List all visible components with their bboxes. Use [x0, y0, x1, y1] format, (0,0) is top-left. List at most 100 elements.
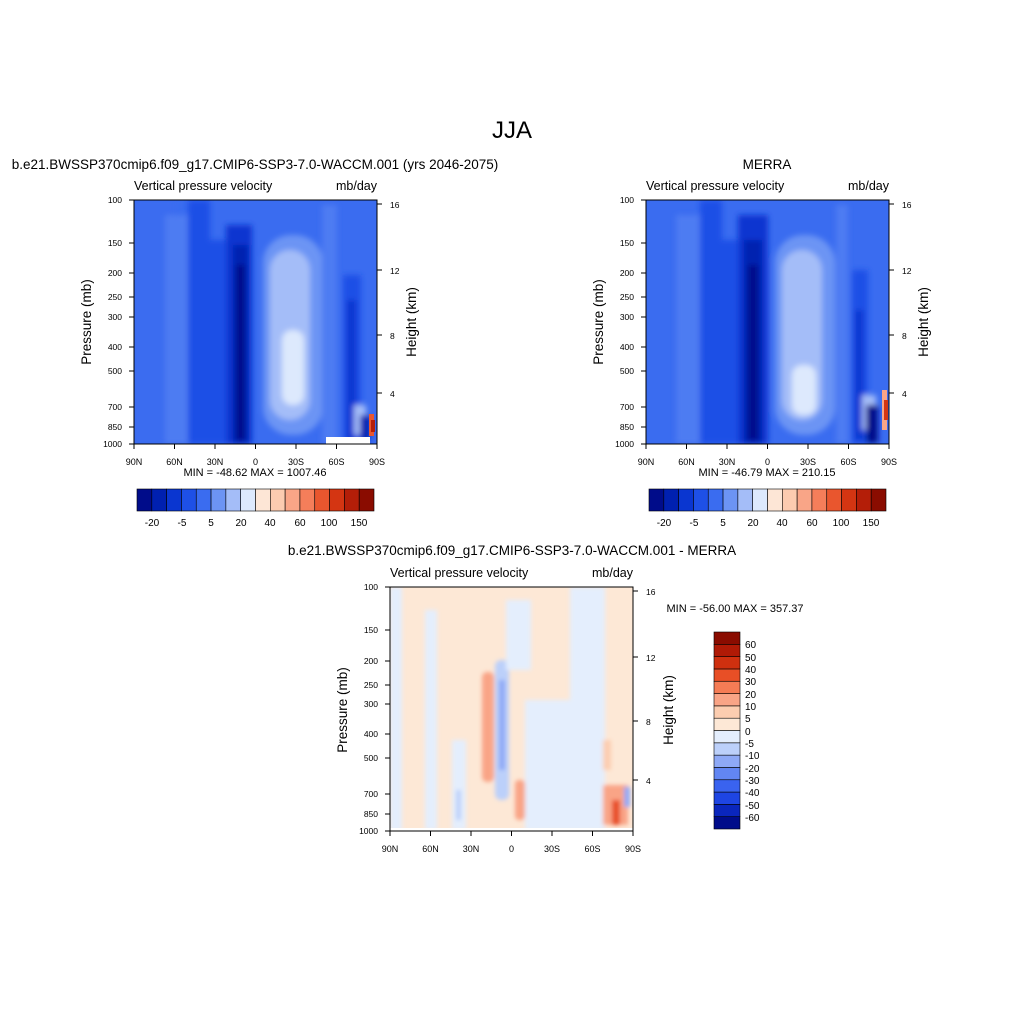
x-tick-label: 90S — [881, 457, 897, 467]
colorbar-swatch — [811, 488, 828, 512]
panel-difference: b.e21.BWSSP370cmip6.f09_g17.CMIP6-SSP3-7… — [288, 543, 804, 854]
y-tick-label: 100 — [620, 195, 634, 205]
colorbar-swatch — [713, 644, 741, 657]
y-ticks — [641, 199, 646, 445]
colorbar-label: -10 — [745, 751, 760, 762]
y2-axis-label: Height (km) — [404, 287, 419, 357]
y-tick-label: 250 — [364, 680, 378, 690]
colorbar-swatch — [136, 488, 153, 512]
colorbar-swatch — [358, 488, 375, 512]
colorbar-swatch — [299, 488, 316, 512]
y2-tick-label: 16 — [390, 200, 400, 210]
x-tick-label: 30N — [207, 457, 224, 467]
colorbar-label: -50 — [745, 801, 760, 812]
colorbar-label: -60 — [745, 813, 760, 824]
colorbar-label: 40 — [745, 665, 757, 676]
x-tick-label: 30S — [288, 457, 304, 467]
y-tick-label: 400 — [364, 729, 378, 739]
x-tick-label: 30S — [544, 844, 560, 854]
panel-title: MERRA — [743, 157, 792, 172]
x-ticks — [133, 444, 378, 449]
right-string: mb/day — [592, 566, 634, 580]
y2-ticks — [377, 203, 382, 394]
min-max-stats: MIN = -46.79 MAX = 210.15 — [699, 467, 836, 479]
colorbar-swatch — [240, 488, 256, 512]
colorbar-swatch — [225, 488, 241, 512]
colorbar-label: 5 — [745, 714, 751, 725]
colorbar-swatch — [210, 488, 227, 512]
y-tick-label: 300 — [108, 312, 122, 322]
colorbar-label: -5 — [690, 518, 699, 529]
colorbar-label: 100 — [321, 518, 338, 529]
axes-frame — [385, 586, 638, 836]
y-ticks — [129, 199, 134, 445]
y2-axis-label: Height (km) — [661, 675, 676, 745]
x-tick-label: 0 — [253, 457, 258, 467]
colorbar-label: 60 — [806, 518, 818, 529]
y-tick-label: 500 — [620, 366, 634, 376]
axes-frame — [641, 199, 894, 449]
x-ticks — [389, 831, 634, 836]
x-tick-label: 30S — [800, 457, 816, 467]
x-tick-label: 60N — [422, 844, 439, 854]
colorbar-swatch — [856, 488, 872, 512]
y2-ticks — [633, 590, 638, 781]
y-axis-label: Pressure (mb) — [335, 667, 350, 753]
y-tick-label: 700 — [620, 402, 634, 412]
y2-ticks — [889, 203, 894, 394]
right-string: mb/day — [336, 179, 378, 193]
x-tick-label: 60S — [328, 457, 344, 467]
y2-tick-label: 4 — [390, 389, 395, 399]
y-tick-label: 150 — [620, 238, 634, 248]
left-string: Vertical pressure velocity — [646, 179, 785, 193]
colorbar-swatch — [181, 488, 197, 512]
y-tick-label: 500 — [108, 366, 122, 376]
colorbar-swatch — [826, 488, 842, 512]
colorbar-swatch — [713, 791, 741, 805]
left-string: Vertical pressure velocity — [390, 566, 529, 580]
colorbar — [136, 488, 375, 512]
x-tick-label: 0 — [765, 457, 770, 467]
colorbar-label: 30 — [745, 677, 757, 688]
x-tick-label: 30N — [463, 844, 480, 854]
colorbar-swatch — [841, 488, 857, 512]
y-tick-label: 250 — [620, 292, 634, 302]
y-tick-label: 1000 — [615, 439, 634, 449]
y-tick-label: 200 — [364, 656, 378, 666]
colorbar-label: 20 — [747, 518, 759, 529]
colorbar-swatch — [166, 488, 182, 512]
colorbar-label: 10 — [745, 702, 757, 713]
colorbar-swatch — [737, 488, 753, 512]
axes-frame — [129, 199, 382, 449]
colorbar-swatch — [663, 488, 679, 512]
y2-tick-label: 8 — [902, 331, 907, 341]
colorbar-label: 150 — [863, 518, 880, 529]
contour-field — [390, 587, 633, 831]
x-tick-label: 60N — [166, 457, 183, 467]
colorbar-swatch — [713, 668, 741, 682]
y-tick-label: 150 — [364, 625, 378, 635]
colorbar-label: -5 — [178, 518, 187, 529]
y-axis-label: Pressure (mb) — [79, 279, 94, 365]
y2-tick-label: 4 — [902, 389, 907, 399]
colorbar-swatch — [284, 488, 301, 512]
y2-tick-label: 4 — [646, 776, 651, 786]
colorbar-swatch — [713, 656, 741, 670]
colorbar-swatch — [693, 488, 709, 512]
colorbar-label: -20 — [145, 518, 160, 529]
x-tick-label: 90S — [625, 844, 641, 854]
x-tick-label: 90N — [382, 844, 399, 854]
colorbar-swatch — [713, 742, 741, 756]
y2-tick-label: 8 — [646, 717, 651, 727]
colorbar-swatch — [767, 488, 783, 512]
colorbar-swatch — [713, 680, 741, 694]
colorbar-swatch — [713, 730, 741, 744]
colorbar-label: -20 — [657, 518, 672, 529]
y2-tick-label: 16 — [902, 200, 912, 210]
colorbar-swatch — [752, 488, 768, 512]
y-tick-label: 400 — [620, 342, 634, 352]
colorbar-label: -40 — [745, 788, 760, 799]
y-tick-label: 700 — [108, 402, 122, 412]
colorbar-label: 5 — [208, 518, 214, 529]
